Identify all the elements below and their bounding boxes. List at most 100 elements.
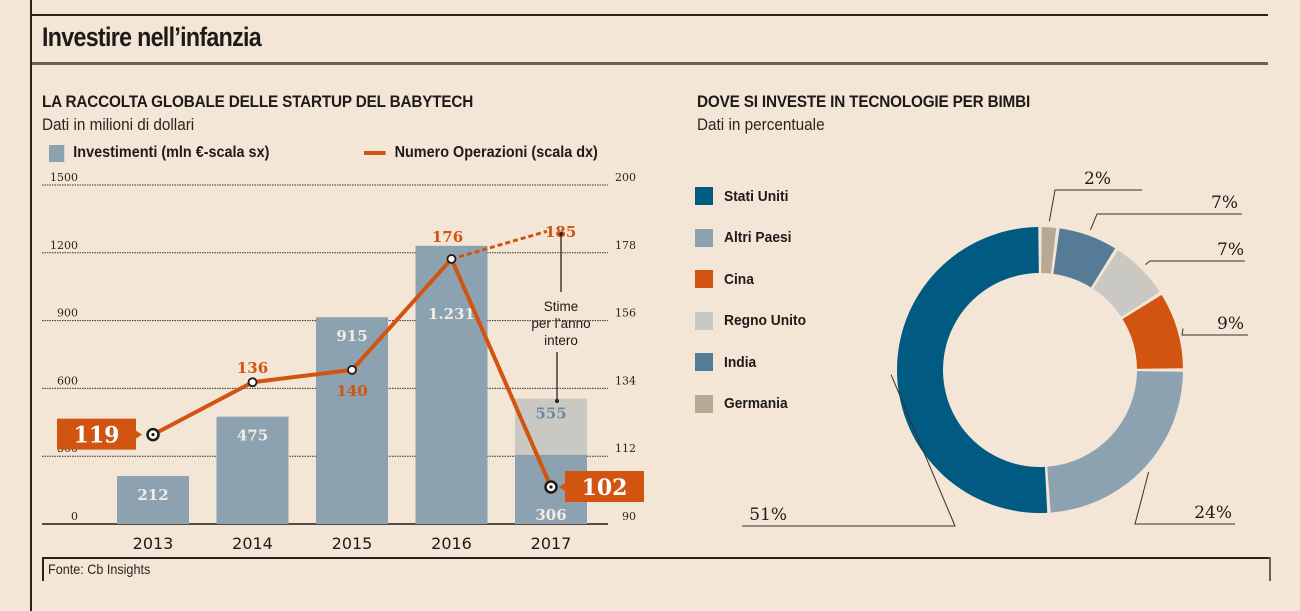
legend-label: Stati Uniti — [724, 187, 789, 205]
left-tick-label: 900 — [57, 307, 78, 320]
annotation-text: intero — [544, 333, 578, 348]
right-tick-label: 134 — [615, 374, 636, 387]
line-marker — [247, 377, 258, 388]
right-tick-label: 112 — [615, 442, 636, 455]
legend-item-investimenti: Investimenti (mln €-scala sx) — [49, 144, 269, 162]
legend-swatch — [695, 394, 713, 413]
bar-value-label: 1.231 — [428, 305, 475, 323]
slice-value-label: 7% — [1211, 193, 1238, 213]
callout-2017-box — [565, 471, 644, 503]
legend-label: Altri Paesi — [724, 229, 792, 246]
line-marker-dot — [549, 485, 553, 489]
annotation-text: Stime — [544, 299, 579, 314]
slice-value-label: 24% — [1194, 503, 1232, 523]
line-marker — [446, 254, 457, 264]
estimate-dashed-line — [451, 229, 548, 261]
x-tick-label: 2017 — [531, 534, 572, 553]
legend-label: Investimenti (mln €-scala sx) — [73, 144, 270, 161]
bar-estimate-label: 555 — [535, 405, 566, 423]
legend-label: Cina — [724, 270, 754, 288]
line-value-label: 136 — [237, 359, 268, 377]
line-marker-dot — [151, 433, 155, 437]
donut-chart-title: DOVE SI INVESTE IN TECNOLOGIE PER BIMBI — [697, 92, 1031, 111]
footer-frame — [42, 557, 1271, 581]
slice-value-label: 7% — [1217, 240, 1244, 260]
annotation-text: per l’anno — [531, 316, 590, 331]
leader-line — [1181, 328, 1248, 336]
legend-swatch — [695, 228, 713, 247]
donut-slice-stati-uniti — [897, 227, 1048, 514]
bar-2013 — [117, 476, 189, 524]
legend-swatch-bar — [49, 144, 65, 162]
top-rule — [32, 14, 1268, 16]
line-value-label: 176 — [432, 228, 463, 246]
legend-label: Numero Operazioni (scala dx) — [394, 144, 598, 161]
legend-item-altri-paesi: Altri Paesi — [695, 228, 813, 248]
source-note: Fonte: Cb Insights — [48, 561, 151, 577]
left-tick-label: 1200 — [50, 239, 78, 252]
legend-label: Germania — [724, 395, 788, 412]
legend-item-operazioni: Numero Operazioni (scala dx) — [364, 144, 598, 162]
leader-line — [1090, 213, 1242, 230]
callout-2013-box — [57, 418, 136, 450]
legend-swatch — [695, 187, 713, 205]
legend-item-regno-unito: Regno Unito — [695, 311, 813, 331]
bar-value-label: 212 — [137, 486, 168, 504]
leader-line — [1145, 260, 1245, 266]
donut-legend: Stati Uniti Altri Paesi Cina Regno Unito Ind… — [695, 186, 813, 435]
legend-swatch — [695, 353, 713, 371]
x-tick-label: 2016 — [431, 534, 472, 553]
right-tick-label: 178 — [615, 239, 636, 252]
left-tick-label: 600 — [57, 374, 78, 387]
bar-line-chart: 0300600900120015009011213415617820021220… — [42, 171, 644, 553]
donut-slice-regno-unito — [1092, 250, 1160, 318]
right-tick-label: 200 — [615, 171, 636, 184]
bar-value-label: 915 — [336, 327, 367, 345]
annotation-dot — [555, 399, 559, 403]
bar-chart-title: LA RACCOLTA GLOBALE DELLE STARTUP DEL BA… — [42, 92, 474, 111]
x-tick-label: 2013 — [133, 534, 174, 553]
page-title: Investire nell’infanzia — [42, 22, 262, 52]
callout-2013-label: 119 — [74, 423, 120, 449]
leader-line — [742, 374, 956, 527]
right-tick-label: 156 — [615, 307, 636, 320]
callout-2017: 102 — [559, 471, 644, 503]
donut-slice-altri-paesi — [1047, 371, 1183, 513]
callout-2017-label: 102 — [582, 475, 628, 501]
legend-label: Regno Unito — [724, 312, 807, 329]
callout-2013: 119 — [57, 418, 142, 450]
slice-value-label: 2% — [1084, 169, 1111, 189]
left-frame-line — [30, 0, 32, 611]
x-tick-label: 2015 — [332, 534, 373, 553]
donut-slice-germania — [1041, 227, 1057, 274]
left-tick-label: 1500 — [50, 171, 78, 184]
legend-label: India — [724, 353, 757, 371]
legend-item-stati-uniti: Stati Uniti — [695, 186, 813, 206]
bar-value-label: 475 — [237, 427, 268, 445]
slice-value-label: 51% — [749, 505, 787, 525]
legend-item-cina: Cina — [695, 269, 813, 289]
title-rule — [32, 62, 1268, 65]
donut-chart-subtitle: Dati in percentuale — [697, 115, 825, 134]
callout-2017-pointer — [559, 483, 565, 492]
donut-slice-cina — [1122, 294, 1183, 369]
right-tick-label: 90 — [622, 510, 636, 523]
legend-swatch-line — [364, 151, 386, 155]
legend-swatch — [695, 311, 713, 330]
bar-2014 — [216, 416, 289, 524]
legend-item-germania: Germania — [695, 394, 813, 414]
line-value-label: 140 — [336, 382, 367, 400]
donut-chart: 2% 7% 7% 9% 24% 51% — [742, 169, 1248, 527]
x-tick-label: 2014 — [232, 534, 273, 553]
legend-swatch — [695, 270, 713, 288]
leader-line — [1048, 189, 1142, 222]
leader-line — [1134, 471, 1235, 525]
bar-chart-subtitle: Dati in milioni di dollari — [42, 115, 195, 134]
legend-item-india: India — [695, 352, 813, 372]
callout-2013-pointer — [136, 430, 142, 439]
left-tick-label: 0 — [71, 510, 78, 523]
slice-value-label: 9% — [1217, 314, 1244, 334]
bar-2016 — [415, 245, 488, 524]
donut-slice-india — [1053, 228, 1116, 288]
annotation-dot — [559, 232, 563, 236]
